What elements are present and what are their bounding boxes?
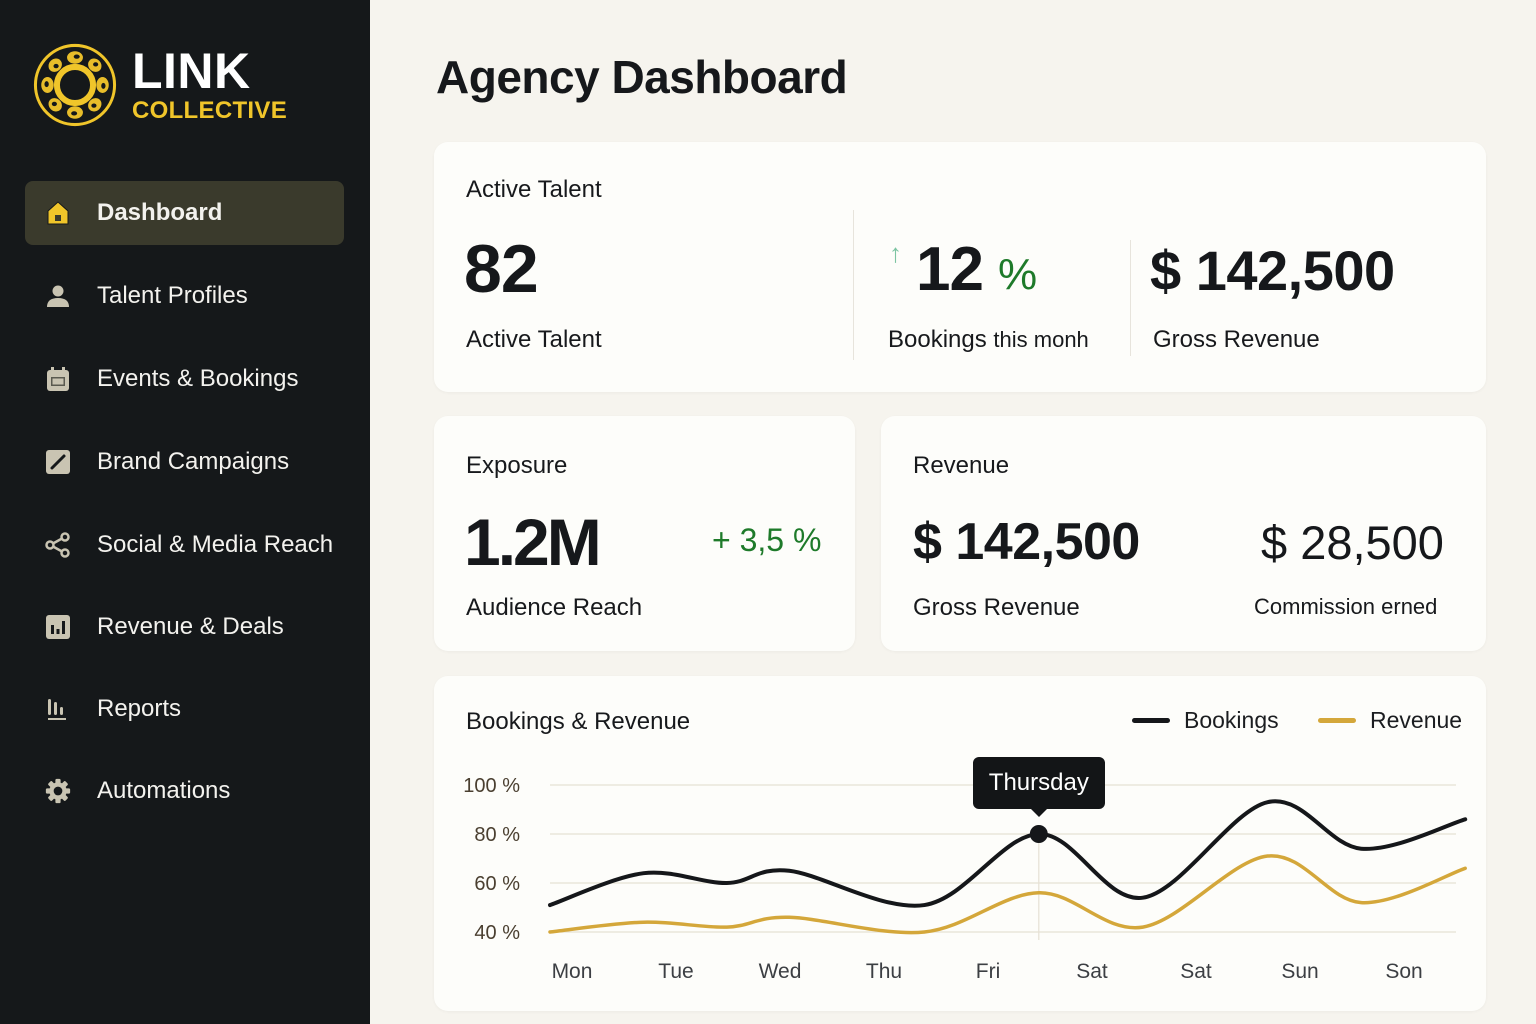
- gross-revenue-label: Gross Revenue: [1153, 326, 1320, 353]
- user-icon: [45, 283, 71, 309]
- active-talent-label: Active Talent: [466, 326, 602, 353]
- exposure-title: Exposure: [466, 452, 568, 479]
- exposure-change: + 3,5 %: [712, 522, 822, 558]
- bookings-unit: %: [998, 250, 1038, 299]
- calendar-icon: [45, 366, 71, 392]
- exposure-card: Exposure 1.2M + 3,5 % Audience Reach: [434, 416, 855, 651]
- sidebar-item-talent-profiles[interactable]: Talent Profiles: [25, 264, 344, 328]
- series-line-bookings[interactable]: [548, 799, 1468, 908]
- gross-revenue-value: $ 142,500: [1150, 239, 1395, 302]
- legend-bookings-swatch: [1132, 718, 1170, 723]
- brand-name: LINK: [132, 43, 251, 99]
- sidebar-item-label: Events & Bookings: [97, 365, 299, 392]
- x-tick-label: Sat: [1180, 960, 1212, 983]
- legend-bookings[interactable]: Bookings: [1132, 707, 1279, 734]
- exposure-value: 1.2M: [464, 505, 602, 579]
- x-tick-label: Wed: [759, 960, 802, 983]
- share-icon: [45, 532, 71, 558]
- x-tick-label: Fri: [976, 960, 1001, 983]
- chart-tooltip: Thursday: [972, 757, 1105, 817]
- commission-value: $ 28,500: [1261, 516, 1444, 569]
- y-tick-label: 60 %: [474, 873, 520, 895]
- x-tick-label: Sat: [1076, 960, 1108, 983]
- home-icon: [45, 200, 71, 226]
- divider: [853, 210, 854, 360]
- page-title: Agency Dashboard: [436, 51, 848, 103]
- summary-card: Active Talent 82 Active Talent ↑ 12 % Bo…: [434, 142, 1486, 392]
- bar-chart-icon: [45, 614, 71, 640]
- active-talent-value: 82: [464, 231, 539, 307]
- brand-subtitle: COLLECTIVE: [132, 97, 288, 124]
- sidebar-item-events-bookings[interactable]: Events & Bookings: [25, 347, 344, 411]
- revenue-card: Revenue $ 142,500 Gross Revenue $ 28,500…: [881, 416, 1486, 651]
- gear-icon: [45, 778, 71, 804]
- y-tick-label: 80 %: [474, 824, 520, 846]
- sidebar-item-reports[interactable]: Reports: [25, 677, 344, 741]
- exposure-label: Audience Reach: [466, 594, 643, 621]
- x-tick-label: Sun: [1281, 960, 1318, 983]
- x-tick-label: Thu: [866, 960, 902, 983]
- legend-revenue-label: Revenue: [1370, 707, 1463, 733]
- sidebar-item-label: Dashboard: [97, 199, 223, 226]
- edit-icon: [45, 449, 71, 475]
- legend-revenue-swatch: [1318, 718, 1356, 723]
- x-tick-label: Tue: [658, 960, 693, 983]
- logo-icon: [33, 43, 117, 127]
- revenue-gross-value: $ 142,500: [913, 513, 1140, 571]
- brand[interactable]: LINK COLLECTIVE: [32, 42, 287, 128]
- sidebar: LINK COLLECTIVE Dashboard Talent Profile…: [0, 0, 370, 1024]
- sidebar-item-label: Social & Media Reach: [97, 531, 334, 558]
- x-tick-label: Son: [1385, 960, 1422, 983]
- legend-revenue[interactable]: Revenue: [1318, 707, 1462, 734]
- bookings-label-period: this monh: [993, 327, 1089, 352]
- sidebar-item-brand-campaigns[interactable]: Brand Campaigns: [25, 430, 344, 494]
- sidebar-item-automations[interactable]: Automations: [25, 759, 344, 823]
- x-tick-label: Mon: [552, 960, 593, 983]
- sidebar-item-revenue-deals[interactable]: Revenue & Deals: [25, 595, 344, 659]
- revenue-gross-label: Gross Revenue: [913, 594, 1080, 621]
- sidebar-item-label: Talent Profiles: [97, 282, 248, 309]
- series-line-revenue[interactable]: [548, 854, 1467, 935]
- divider: [1130, 240, 1131, 356]
- sidebar-item-label: Automations: [97, 777, 231, 804]
- bookings-label: Bookings this monh: [888, 326, 1089, 354]
- line-chart[interactable]: 40 % 60 % 80 % 100 % Mon Tue Wed Thu Fri Sat Sat Su…: [434, 676, 1486, 1011]
- chart-title: Bookings & Revenue: [466, 708, 691, 735]
- sidebar-item-label: Revenue & Deals: [97, 613, 284, 640]
- sidebar-item-social-media-reach[interactable]: Social & Media Reach: [25, 513, 344, 577]
- sidebar-item-dashboard[interactable]: Dashboard: [25, 181, 344, 245]
- y-tick-label: 100 %: [463, 775, 520, 797]
- commission-label: Commission erned: [1254, 594, 1438, 619]
- trend-up-icon: ↑: [889, 238, 902, 268]
- reports-icon: [45, 696, 71, 722]
- summary-card-title: Active Talent: [466, 176, 602, 203]
- sidebar-item-label: Brand Campaigns: [97, 448, 290, 475]
- bookings-label-main: Bookings: [888, 326, 987, 353]
- y-tick-label: 40 %: [474, 922, 520, 944]
- revenue-title: Revenue: [913, 452, 1010, 479]
- bookings-value: 12: [916, 235, 984, 304]
- highlighted-data-point[interactable]: [1029, 825, 1048, 843]
- sidebar-item-label: Reports: [97, 695, 182, 722]
- chart-card: Bookings & Revenue Bookings Revenue 40 %…: [434, 676, 1486, 1011]
- legend-bookings-label: Bookings: [1184, 707, 1279, 733]
